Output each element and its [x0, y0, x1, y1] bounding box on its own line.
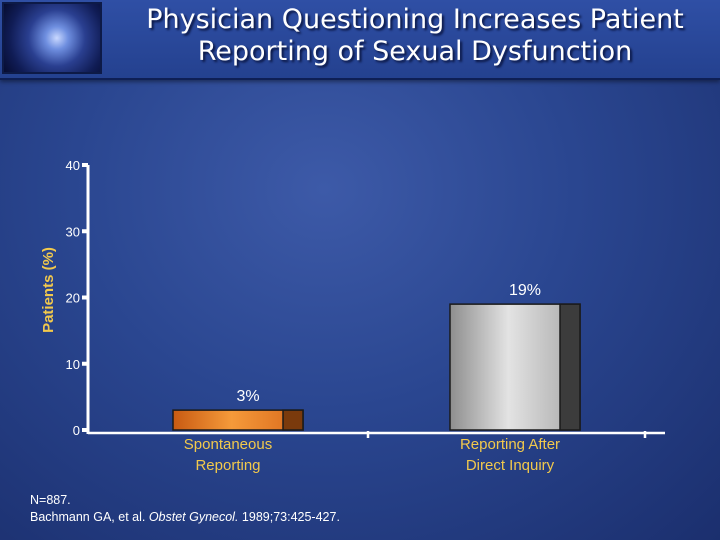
category-label-line-1: Spontaneous	[184, 436, 272, 453]
citation-journal: Obstet Gynecol.	[148, 510, 239, 524]
sample-size-note: N=887.	[30, 493, 71, 507]
footnote: N=887. Bachmann GA, et al. Obstet Gyneco…	[30, 492, 340, 526]
bar-1-side-shade	[282, 409, 304, 431]
y-tick-mark	[82, 163, 88, 167]
citation-authors: Bachmann GA, et al.	[30, 510, 149, 524]
title-line-2: Reporting of Sexual Dysfunction	[197, 36, 633, 67]
category-label-line-2: Reporting	[195, 457, 260, 474]
title-line-1: Physician Questioning Increases Patient	[146, 4, 684, 35]
category-label-line-1: Reporting After	[460, 436, 560, 453]
y-tick-mark	[82, 428, 88, 432]
y-tick-label: 0	[73, 423, 80, 438]
y-tick-label: 30	[66, 224, 80, 239]
citation: Bachmann GA, et al. Obstet Gynecol. 1989…	[30, 509, 340, 526]
bar-2	[449, 303, 581, 431]
y-tick-label: 40	[66, 158, 80, 173]
y-tick-mark	[82, 295, 88, 300]
brain-logo-image	[2, 2, 102, 74]
title-banner: Physician Questioning Increases Patient …	[0, 0, 720, 80]
bar-2-side-shade	[559, 303, 581, 431]
slide-title: Physician Questioning Increases Patient …	[110, 4, 720, 68]
y-axis-title: Patients (%)	[40, 247, 57, 333]
citation-details: 1989;73:425-427.	[238, 510, 340, 524]
y-tick-label: 10	[66, 357, 80, 372]
category-label-line-2: Direct Inquiry	[466, 457, 555, 474]
y-tick-mark	[82, 361, 88, 366]
y-tick-mark	[82, 229, 88, 234]
data-label: 19%	[509, 282, 541, 299]
y-tick-label: 20	[66, 291, 80, 306]
data-label: 3%	[236, 388, 259, 405]
